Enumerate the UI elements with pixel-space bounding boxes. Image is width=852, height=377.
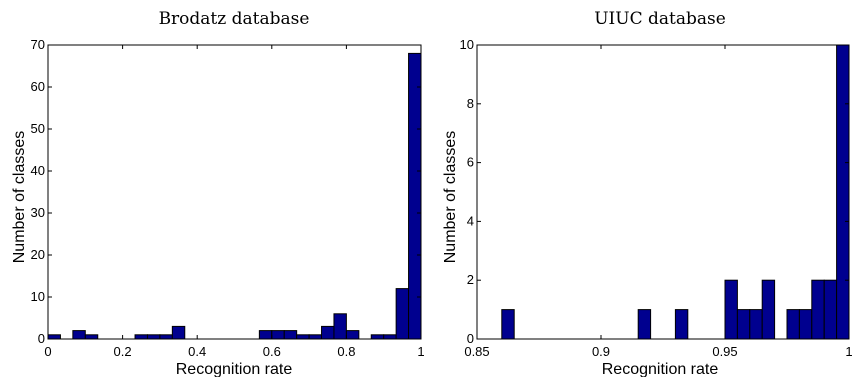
bar-7 bbox=[786, 309, 800, 340]
x-tick-label: 0.4 bbox=[188, 344, 206, 359]
bar-4 bbox=[736, 309, 751, 340]
y-tick-label: 60 bbox=[31, 79, 45, 94]
bar-12 bbox=[321, 325, 335, 340]
plot-frame bbox=[47, 44, 422, 340]
y-tick-label: 8 bbox=[467, 96, 474, 111]
bar-10 bbox=[823, 279, 838, 340]
bar-9 bbox=[811, 279, 825, 340]
bar-11 bbox=[308, 334, 323, 340]
y-tick-label: 70 bbox=[31, 37, 45, 52]
x-tick-label: 0.8 bbox=[337, 344, 355, 359]
plot-frame bbox=[476, 44, 850, 340]
y-axis-label: Number of classes bbox=[11, 131, 28, 264]
x-tick-label: 1 bbox=[845, 344, 852, 359]
x-tick-label: 0.95 bbox=[712, 344, 737, 359]
y-tick-label: 50 bbox=[31, 121, 45, 136]
bar-0 bbox=[501, 309, 515, 340]
y-tick-label: 40 bbox=[31, 163, 45, 178]
bar-2 bbox=[674, 309, 689, 340]
bar-11 bbox=[836, 44, 850, 340]
x-axis-label: Recognition rate bbox=[602, 361, 719, 377]
y-tick-label: 6 bbox=[467, 155, 474, 170]
bar-18 bbox=[408, 52, 422, 340]
x-tick-label: 0.6 bbox=[263, 344, 281, 359]
bar-7 bbox=[258, 330, 273, 340]
bar-8 bbox=[798, 309, 813, 340]
y-tick-label: 30 bbox=[31, 205, 45, 220]
brodatz-histogram: Brodatz database Recognition rate Number… bbox=[11, 9, 425, 377]
bar-4 bbox=[146, 334, 161, 340]
bar-8 bbox=[271, 330, 285, 340]
bar-3 bbox=[724, 279, 738, 340]
bar-9 bbox=[283, 330, 298, 340]
x-tick-label: 0.2 bbox=[114, 344, 132, 359]
bar-1 bbox=[72, 330, 86, 340]
bar-13 bbox=[333, 313, 347, 340]
bar-10 bbox=[296, 334, 310, 340]
bar-16 bbox=[383, 334, 397, 340]
bar-6 bbox=[761, 279, 776, 340]
y-tick-label: 2 bbox=[467, 272, 474, 287]
bar-5 bbox=[749, 309, 763, 340]
bar-2 bbox=[84, 334, 99, 340]
bar-6 bbox=[171, 325, 186, 340]
y-axis-label: Number of classes bbox=[442, 131, 459, 264]
chart-title: Brodatz database bbox=[159, 9, 310, 29]
bar-15 bbox=[370, 334, 385, 340]
y-tick-label: 0 bbox=[38, 331, 45, 346]
chart-title: UIUC database bbox=[594, 9, 726, 29]
bar-5 bbox=[159, 334, 173, 340]
y-tick-label: 4 bbox=[467, 213, 474, 228]
x-tick-label: 0.9 bbox=[592, 344, 610, 359]
bar-0 bbox=[47, 334, 61, 340]
uiuc-histogram: UIUC database Recognition rate Number of… bbox=[442, 9, 852, 377]
y-tick-label: 20 bbox=[31, 247, 45, 262]
x-tick-label: 0.85 bbox=[464, 344, 489, 359]
y-tick-label: 10 bbox=[31, 289, 45, 304]
y-tick-label: 10 bbox=[460, 37, 474, 52]
bar-1 bbox=[637, 309, 652, 340]
y-tick-label: 0 bbox=[467, 331, 474, 346]
x-tick-label: 1 bbox=[417, 344, 424, 359]
bar-3 bbox=[134, 334, 148, 340]
x-tick-label: 0 bbox=[44, 344, 51, 359]
bar-17 bbox=[395, 288, 410, 340]
x-axis-label: Recognition rate bbox=[176, 361, 293, 377]
bar-14 bbox=[345, 330, 360, 340]
